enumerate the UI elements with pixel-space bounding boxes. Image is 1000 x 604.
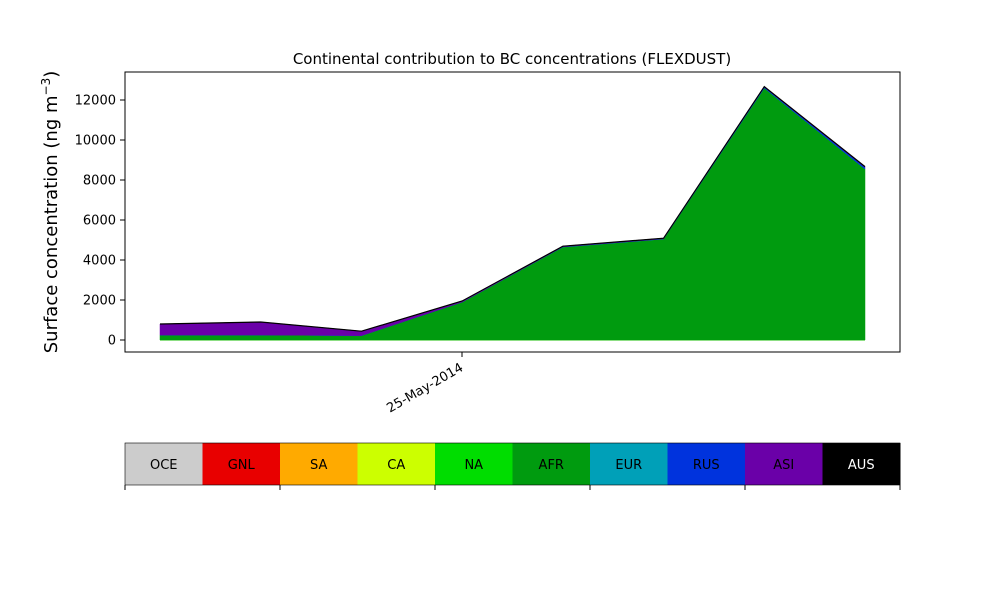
- y-tick-label: 2000: [83, 294, 116, 309]
- y-axis-label-text: Surface concentration (ng m: [41, 95, 62, 353]
- plot-frame: [124, 71, 901, 353]
- legend-label-sa: SA: [310, 458, 327, 473]
- stack-top-outline: [159, 85, 866, 332]
- legend-swatch-afr: [512, 443, 591, 485]
- legend-label-gnl: GNL: [228, 458, 256, 473]
- legend-label-na: NA: [464, 458, 483, 473]
- legend-label-aus: AUS: [848, 458, 875, 473]
- stacked-areas: [159, 85, 866, 341]
- y-tick-label: 0: [108, 334, 116, 349]
- y-tick-label: 8000: [83, 174, 116, 189]
- y-axis-label: Surface concentration (ng m−3): [39, 71, 62, 354]
- y-tick-label: 6000: [83, 214, 116, 229]
- legend-frame: [124, 442, 901, 486]
- legend-label-rus: RUS: [693, 458, 720, 473]
- y-tick-label: 4000: [83, 254, 116, 269]
- legend-label-eur: EUR: [615, 458, 642, 473]
- x-ticks: 25-May-2014: [384, 352, 466, 416]
- legend-label-ca: CA: [387, 458, 405, 473]
- area-afr: [159, 87, 866, 341]
- legend-swatch-rus: [667, 443, 746, 485]
- legend-swatch-gnl: [202, 443, 281, 485]
- legend-label-asi: ASI: [773, 458, 794, 473]
- legend-swatch-eur: [590, 443, 668, 485]
- legend-label-afr: AFR: [539, 458, 564, 473]
- legend-colorbar: OCE GNL SA CA NA AFR EUR RUS ASI AUS: [124, 442, 901, 490]
- legend-swatch-sa: [280, 443, 358, 485]
- legend-swatch-na: [435, 443, 513, 485]
- legend-swatch-ca: [357, 443, 436, 485]
- y-axis-label-exponent: −3: [39, 78, 53, 96]
- legend-label-oce: OCE: [150, 458, 178, 473]
- y-ticks: 0 2000 4000 6000 8000 10000 12000: [75, 94, 125, 349]
- y-tick-label: 10000: [75, 134, 116, 149]
- legend-swatch-oce: [125, 443, 203, 485]
- x-tick-label: 25-May-2014: [384, 360, 466, 416]
- legend-swatch-asi: [745, 443, 823, 485]
- y-tick-label: 12000: [75, 94, 116, 109]
- legend-swatch-aus: [822, 443, 901, 485]
- chart-title: Continental contribution to BC concentra…: [293, 50, 731, 68]
- y-axis-label-suffix: ): [41, 71, 62, 78]
